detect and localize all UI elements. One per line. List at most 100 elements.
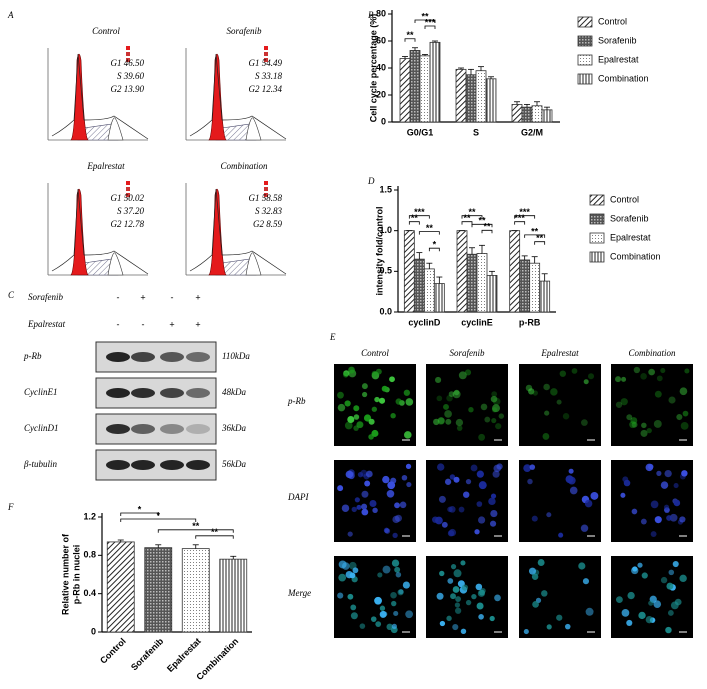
nucleus	[343, 372, 349, 378]
nucleus	[584, 499, 593, 508]
significance-label: **	[192, 521, 200, 531]
nucleus	[437, 463, 445, 471]
nucleus	[654, 390, 662, 398]
nucleus	[347, 415, 355, 424]
x-tick-label: S	[473, 127, 479, 137]
nucleus	[453, 476, 460, 483]
legend-swatch	[577, 73, 593, 85]
fit-line	[189, 188, 287, 275]
nucleus	[681, 470, 688, 477]
y-tick-label: 1.0	[379, 225, 392, 235]
nucleus	[674, 598, 682, 606]
nucleus	[668, 396, 676, 404]
fit-line	[51, 188, 149, 275]
significance-label: **	[406, 30, 414, 40]
legend-swatch	[126, 193, 130, 197]
nucleus	[337, 391, 344, 399]
nucleus	[351, 506, 357, 513]
nucleus	[435, 376, 442, 383]
nucleus	[532, 390, 538, 396]
y-axis-label: Relative number of	[60, 533, 70, 615]
nucleus	[495, 423, 502, 430]
bar	[144, 547, 173, 633]
cell-cycle-stat: G2 8.59	[253, 219, 282, 229]
cell-cycle-stat: G2 12.78	[111, 219, 145, 229]
protein-label: β-tubulin	[23, 459, 57, 469]
nucleus	[450, 564, 457, 570]
cell-cycle-stat: G1 50.02	[111, 193, 145, 203]
nucleus	[638, 611, 646, 620]
treatment-label: Epalrestat	[27, 319, 66, 329]
nucleus	[350, 612, 358, 620]
nucleus	[350, 604, 357, 611]
g2-peak	[245, 252, 262, 276]
bar	[519, 259, 531, 313]
nucleus	[361, 391, 368, 398]
significance-label: ***	[414, 207, 425, 217]
nucleus	[356, 504, 362, 510]
nucleus	[391, 559, 400, 567]
panel-label: C	[8, 290, 15, 300]
nucleus	[550, 388, 558, 396]
nucleus	[496, 463, 503, 470]
x-tick-label: cyclinD	[408, 317, 441, 327]
nucleus	[361, 503, 368, 510]
nucleus	[454, 607, 462, 614]
significance-label: *	[433, 240, 437, 250]
legend-swatch	[264, 181, 268, 185]
bar	[539, 280, 551, 313]
nucleus	[458, 371, 467, 380]
nucleus	[371, 429, 379, 437]
legend-swatch	[577, 35, 593, 47]
x-tick-label: G2/M	[521, 127, 543, 137]
cell-cycle-stat: G2 12.34	[249, 84, 283, 94]
nucleus	[341, 504, 350, 512]
nucleus	[337, 485, 344, 492]
nucleus	[394, 566, 401, 573]
cell-cycle-stat: G1 54.49	[249, 58, 283, 68]
nucleus	[556, 399, 562, 405]
nucleus	[381, 385, 388, 392]
nucleus	[478, 481, 487, 490]
nucleus	[666, 515, 672, 521]
significance-bracket	[404, 38, 416, 42]
nucleus	[460, 560, 466, 566]
cell-cycle-stat: S 37.20	[117, 206, 145, 216]
nucleus	[558, 532, 564, 538]
y-axis-label: p-Rb in nuclei	[71, 545, 81, 605]
nucleus	[461, 584, 469, 591]
nucleus	[450, 593, 456, 600]
bar	[106, 541, 135, 633]
nucleus	[494, 594, 501, 602]
nucleus	[405, 398, 414, 406]
column-label: Sorafenib	[450, 348, 485, 358]
nucleus	[478, 433, 486, 441]
blot-band	[186, 388, 210, 398]
nucleus	[562, 413, 570, 420]
nucleus	[476, 501, 483, 507]
bar	[419, 55, 431, 123]
nucleus	[684, 368, 690, 374]
treatment-sign: -	[117, 319, 120, 329]
nucleus	[546, 512, 552, 518]
nucleus	[387, 481, 396, 490]
blot-band	[186, 424, 210, 434]
bar	[413, 258, 425, 313]
significance-label: ***	[519, 207, 530, 217]
nucleus	[454, 602, 461, 608]
blot-band	[106, 352, 130, 362]
legend-swatch	[577, 54, 593, 66]
blot-band	[131, 352, 155, 362]
nucleus	[406, 481, 412, 488]
y-tick-label: 0	[381, 116, 386, 126]
nucleus	[369, 499, 377, 508]
nucleus	[463, 491, 470, 498]
nucleus	[679, 387, 688, 396]
nucleus	[664, 469, 672, 478]
column-label: Combination	[628, 348, 676, 358]
nucleus	[361, 508, 369, 516]
y-tick-label: 1.5	[379, 184, 392, 194]
treatment-sign: +	[140, 292, 145, 302]
nucleus	[673, 483, 679, 489]
